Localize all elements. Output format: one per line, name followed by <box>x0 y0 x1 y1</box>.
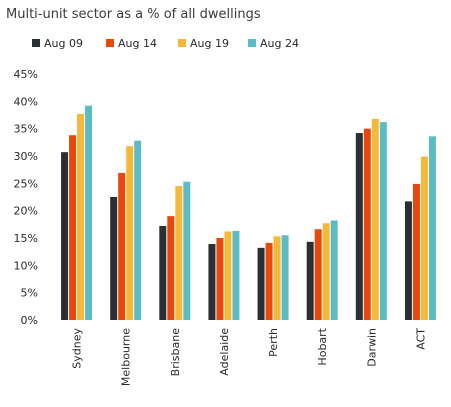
bar-brisbane-3 <box>183 181 191 320</box>
x-category-label: Sydney <box>71 328 84 369</box>
plot-area <box>61 105 436 321</box>
x-category-label: Perth <box>267 328 280 357</box>
bar-perth-3 <box>281 235 289 320</box>
bar-melbourne-3 <box>134 140 142 320</box>
legend-label-3: Aug 24 <box>260 37 299 50</box>
bar-sydney-1 <box>69 135 77 320</box>
bar-act-1 <box>412 183 420 320</box>
legend-swatch-0 <box>32 39 40 47</box>
legend-label-2: Aug 19 <box>190 37 229 50</box>
bar-hobart-1 <box>314 229 322 320</box>
y-tick-label: 10% <box>14 259 38 272</box>
bar-sydney-3 <box>85 105 93 320</box>
bar-darwin-0 <box>355 133 363 320</box>
bar-perth-2 <box>273 236 281 320</box>
bar-act-0 <box>404 201 412 320</box>
y-axis: 0% 5% 10% 15% 20% 25% 30% 35% 40% 45% <box>14 68 38 327</box>
legend-swatch-1 <box>106 39 114 47</box>
y-tick-label: 25% <box>14 177 38 190</box>
bar-brisbane-2 <box>175 186 183 320</box>
bar-perth-0 <box>257 247 265 320</box>
bar-hobart-0 <box>306 241 314 320</box>
legend-swatch-2 <box>178 39 186 47</box>
bar-act-2 <box>420 156 428 320</box>
y-tick-label: 0% <box>21 314 38 327</box>
bar-adelaide-3 <box>232 230 240 320</box>
bar-adelaide-1 <box>216 238 224 320</box>
legend: Aug 09 Aug 14 Aug 19 Aug 24 <box>32 37 299 50</box>
x-category-label: ACT <box>414 328 427 350</box>
bar-brisbane-1 <box>167 216 175 320</box>
y-tick-label: 35% <box>14 123 38 136</box>
bar-adelaide-2 <box>224 231 232 320</box>
x-category-label: Adelaide <box>218 328 231 376</box>
legend-label-1: Aug 14 <box>118 37 157 50</box>
legend-swatch-3 <box>248 39 256 47</box>
bar-melbourne-0 <box>110 197 118 320</box>
y-tick-label: 40% <box>14 95 38 108</box>
bar-brisbane-0 <box>159 225 167 320</box>
bar-act-3 <box>428 136 436 320</box>
bar-sydney-2 <box>77 113 85 320</box>
bar-sydney-0 <box>61 152 69 320</box>
bar-darwin-2 <box>371 118 379 321</box>
x-category-label: Hobart <box>316 327 329 365</box>
x-category-label: Melbourne <box>120 328 133 386</box>
y-tick-label: 45% <box>14 68 38 81</box>
x-category-label: Brisbane <box>169 328 182 377</box>
y-tick-label: 5% <box>21 287 38 300</box>
x-axis: Sydney Melbourne Brisbane Adelaide Perth Hoba… <box>71 327 428 386</box>
x-category-label: Darwin <box>365 328 378 367</box>
y-tick-label: 30% <box>14 150 38 163</box>
bar-darwin-3 <box>379 122 387 321</box>
bar-hobart-2 <box>322 223 330 320</box>
y-tick-label: 15% <box>14 232 38 245</box>
bar-melbourne-1 <box>118 172 126 320</box>
bar-adelaide-0 <box>208 244 216 320</box>
chart-title: Multi-unit sector as a % of all dwelling… <box>6 7 261 22</box>
bar-perth-1 <box>265 242 273 320</box>
bar-melbourne-2 <box>126 146 134 320</box>
bar-darwin-1 <box>363 128 371 320</box>
legend-label-0: Aug 09 <box>44 37 83 50</box>
y-tick-label: 20% <box>14 205 38 218</box>
bar-hobart-3 <box>330 220 338 320</box>
